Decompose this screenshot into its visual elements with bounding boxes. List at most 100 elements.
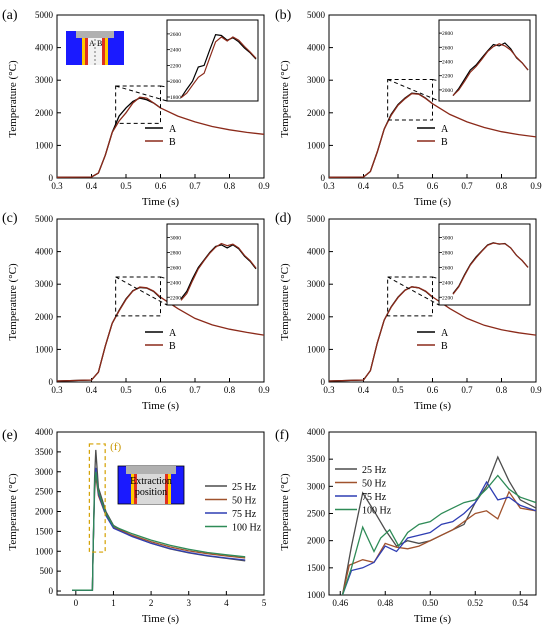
x-tick-label: 0.48 [377, 598, 393, 608]
inset-y-tick-label: 2600 [170, 265, 181, 271]
x-axis-label: Time (s) [414, 196, 452, 208]
extraction-label: Extraction position [130, 476, 172, 498]
inset-y-tick-label: 2400 [170, 48, 181, 54]
panel-c: 0.3 0.4 0.5 0.6 0.7 0.8 0.9 0 1000 2000 3000 4000 50… [2, 211, 270, 412]
legend-label: 25 Hz [362, 465, 387, 476]
y-tick-label: 1500 [307, 563, 326, 573]
extraction-label-line: position [135, 487, 167, 498]
inset-series-line-b [452, 43, 529, 97]
y-tick-label: 0 [49, 586, 54, 596]
extraction-schematic: Extraction position [117, 465, 185, 505]
zoom-box [115, 276, 161, 317]
legend-label: 100 Hz [362, 506, 392, 517]
legend-label: 25 Hz [232, 482, 257, 493]
x-tick-label: 0.9 [258, 385, 270, 395]
inset-series-line-b [180, 242, 257, 301]
legend-label: B [169, 137, 176, 148]
y-tick-label: 3000 [35, 279, 54, 289]
x-tick-label: 5 [262, 598, 267, 608]
zoom-connector [387, 276, 440, 306]
inset-y-tick-label: 2800 [442, 250, 453, 256]
y-tick-label: 2000 [35, 507, 54, 517]
y-tick-label: 2500 [307, 509, 326, 519]
legend-label: 75 Hz [232, 509, 257, 520]
x-tick-label: 0.3 [323, 385, 335, 395]
legend-label: 100 Hz [232, 523, 262, 534]
inset-frame [166, 19, 259, 102]
x-tick-label: 0.4 [86, 181, 98, 191]
y-tick-label: 4000 [307, 43, 326, 53]
y-tick-label: 2000 [35, 312, 54, 322]
x-tick-label: 0.6 [155, 181, 167, 191]
x-tick-label: 0.50 [422, 598, 438, 608]
x-tick-label: 0.8 [496, 385, 508, 395]
zoom-connector [387, 78, 440, 102]
panel-b: 0.3 0.4 0.5 0.6 0.7 0.8 0.9 0 1000 2000 3000 4000 50… [275, 8, 542, 208]
x-tick-label: 0.7 [189, 181, 201, 191]
legend-label: B [441, 341, 448, 352]
x-tick-label: 0.3 [51, 385, 63, 395]
x-tick-label: 3 [186, 598, 191, 608]
extraction-nozzle [126, 466, 176, 474]
x-axis-label: Time (s) [142, 613, 180, 625]
x-axis-label: Time (s) [414, 613, 452, 625]
x-tick-label: 0.3 [323, 181, 335, 191]
y-tick-label: 2000 [307, 536, 326, 546]
inset-y-tick-label: 2200 [170, 295, 181, 301]
inset-y-tick-label: 1800 [170, 95, 181, 101]
x-tick-label: 0.5 [392, 181, 404, 191]
x-tick-label: 1 [111, 598, 116, 608]
inset-y-tick-label: 2200 [442, 295, 453, 301]
inset-y-tick-label: 2600 [170, 32, 181, 38]
inset-series-line-b [180, 36, 257, 99]
y-axis-label: Temperature (°C) [279, 473, 291, 551]
inset-y-tick-label: 2200 [442, 74, 453, 80]
series-line-b [57, 286, 264, 382]
y-tick-label: 1500 [35, 526, 54, 536]
series-line-a [57, 97, 161, 178]
inset-y-tick-label: 2200 [170, 63, 181, 69]
schematic-nozzle [76, 31, 114, 38]
panel-label: (d) [275, 211, 292, 226]
y-tick-label: 1000 [35, 546, 54, 556]
y-axis-label: Temperature (°C) [7, 263, 19, 341]
x-tick-label: 0.4 [358, 181, 370, 191]
series-line-a [329, 92, 433, 178]
legend-label: A [441, 328, 449, 339]
series-line-100-hz [72, 471, 246, 591]
y-tick-label: 3500 [307, 454, 326, 464]
panel-label: (e) [2, 428, 18, 443]
y-tick-label: 5000 [35, 214, 54, 224]
y-tick-label: 5000 [307, 214, 326, 224]
y-tick-label: 0 [49, 173, 54, 183]
series-line-b [329, 92, 536, 178]
y-tick-label: 4000 [307, 427, 326, 437]
inset-y-tick-label: 2600 [442, 265, 453, 271]
y-tick-label: 4000 [35, 427, 54, 437]
x-axis-label: Time (s) [142, 400, 180, 412]
y-tick-label: 0 [321, 173, 326, 183]
inset-y-tick-label: 3000 [170, 235, 181, 241]
x-tick-label: 0.6 [427, 181, 439, 191]
panel-f: 0.46 0.48 0.50 0.52 0.54 1000 1500 2000 2500 3000… [275, 427, 537, 625]
x-tick-label: 0.46 [332, 598, 348, 608]
zoom-box [387, 78, 433, 121]
x-tick-label: 0.54 [512, 598, 528, 608]
series-line-50-hz [341, 490, 536, 595]
panel-label: (a) [2, 8, 18, 23]
inset-y-tick-label: 2600 [442, 45, 453, 51]
zoom-box [115, 85, 161, 124]
legend-label: 50 Hz [362, 479, 387, 490]
y-tick-label: 2000 [35, 108, 54, 118]
panel-a: 0.3 0.4 0.5 0.6 0.7 0.8 0.9 0 1000 2000 3000 4000 50… [2, 8, 270, 208]
legend-label: A [169, 328, 177, 339]
x-tick-label: 0.7 [461, 385, 473, 395]
series-line-100-hz [341, 474, 536, 595]
plot-frame [56, 431, 265, 596]
y-tick-label: 3000 [35, 75, 54, 85]
panel-label: (c) [2, 211, 18, 226]
x-tick-label: 0.8 [224, 181, 236, 191]
y-axis-label: Temperature (°C) [7, 473, 19, 551]
y-tick-label: 2000 [307, 108, 326, 118]
x-tick-label: 0.6 [155, 385, 167, 395]
